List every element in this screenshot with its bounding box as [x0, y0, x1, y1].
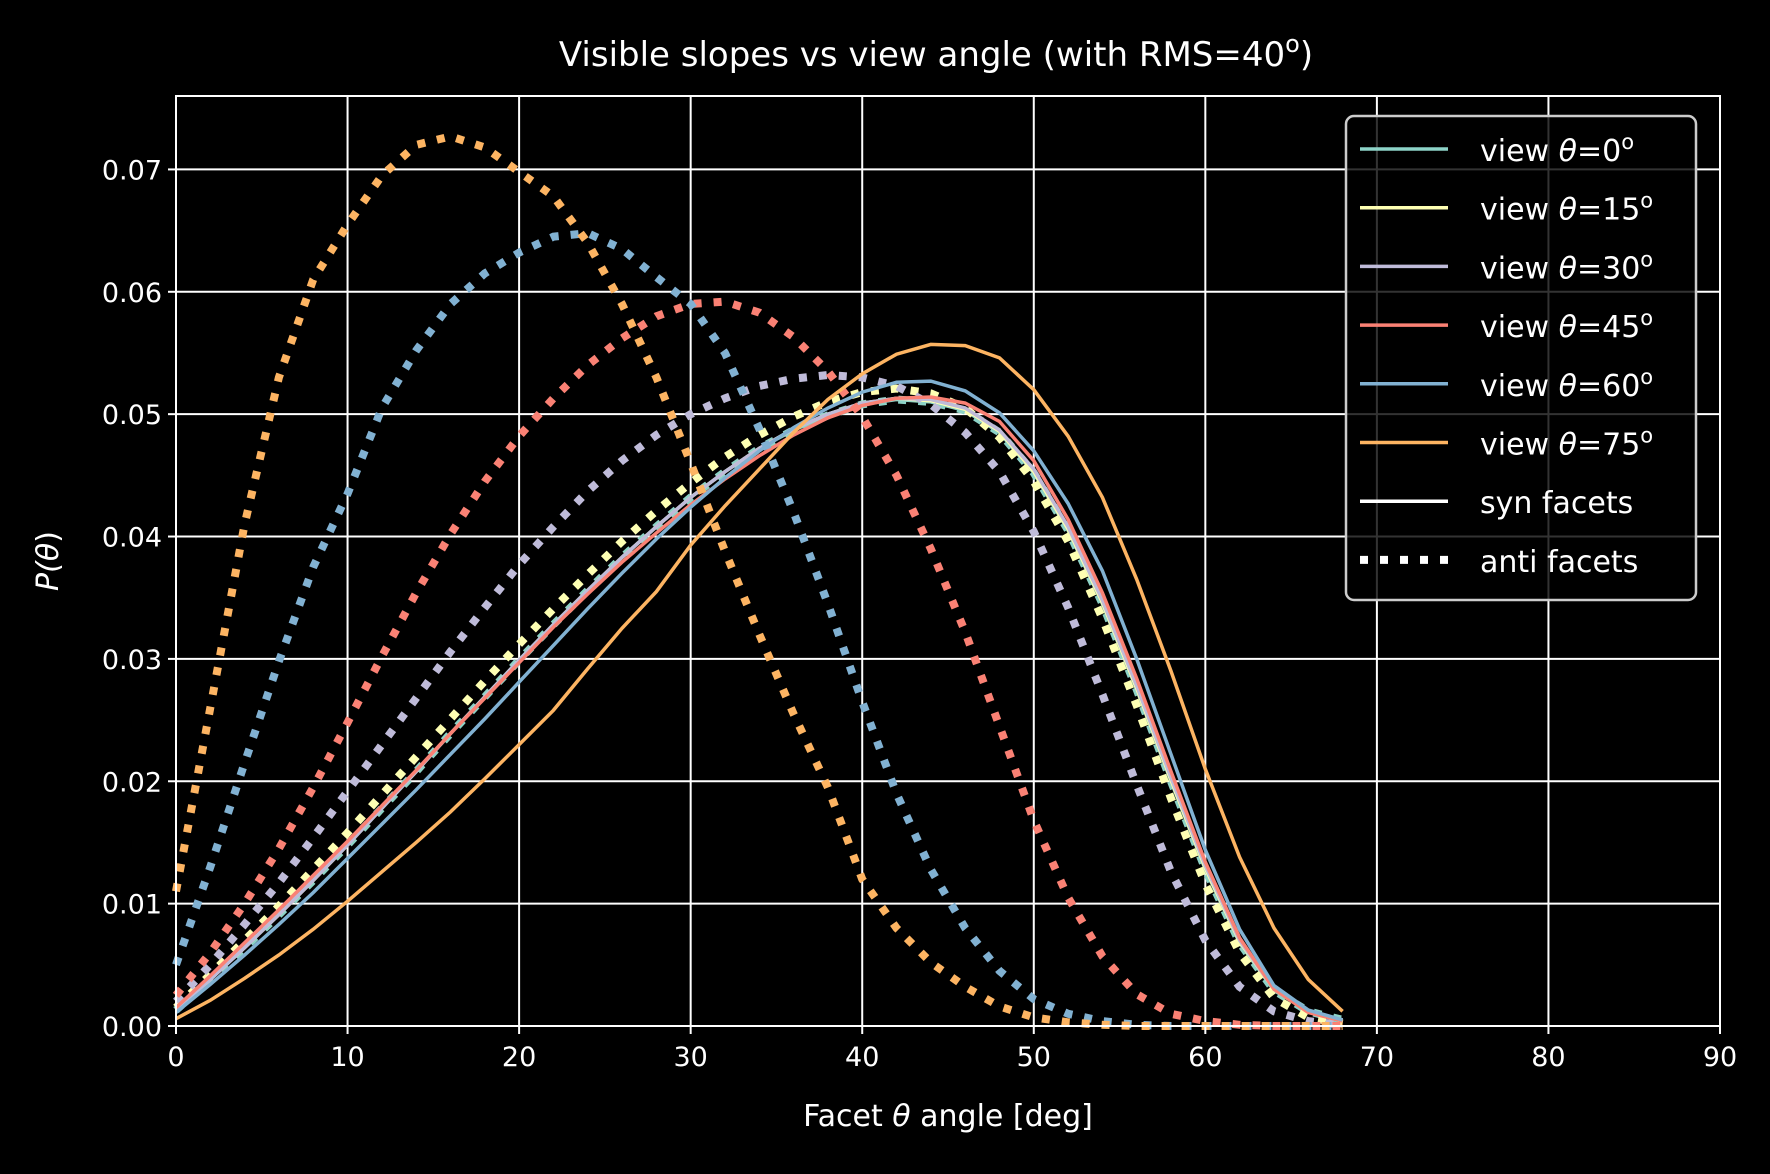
series-line-view-45-anti [172, 297, 1343, 1030]
x-tick-label: 60 [1188, 1042, 1222, 1073]
legend-label: anti facets [1480, 545, 1638, 580]
x-tick-label: 0 [167, 1042, 184, 1073]
x-tick-label: 30 [673, 1042, 707, 1073]
x-tick-label: 80 [1531, 1042, 1565, 1073]
legend-label: view θ=75o [1480, 424, 1653, 463]
y-tick-label: 0.06 [102, 278, 162, 309]
y-tick-label: 0.04 [102, 523, 162, 554]
x-axis-label: Facet θ angle [deg] [803, 1099, 1093, 1134]
series-line-view-75-syn [175, 342, 1344, 1021]
legend-box [1344, 114, 1698, 602]
x-tick-label: 20 [502, 1042, 536, 1073]
axes-frame [175, 95, 1721, 1027]
y-axis-label: P(θ) [31, 531, 66, 591]
series-line-view-30-anti [173, 370, 1344, 1029]
y-tick-label: 0.07 [102, 155, 162, 186]
y-tick-label: 0.03 [102, 645, 162, 676]
x-tick-label: 50 [1017, 1042, 1051, 1073]
series-line-view-60-syn [174, 379, 1344, 1022]
legend: view θ=0o view θ=15o view θ=30o view θ=45o v… [1344, 114, 1698, 602]
y-tick-label: 0.01 [102, 890, 162, 921]
series-line-view-30-syn [174, 396, 1344, 1022]
legend-label: view θ=45o [1480, 306, 1653, 345]
x-tick-label: 40 [845, 1042, 879, 1073]
series-line-view-45-syn [174, 395, 1344, 1023]
chart-title: Visible slopes vs view angle (with RMS=4… [559, 30, 1313, 75]
legend-label: view θ=30o [1480, 247, 1653, 286]
x-tick-label: 70 [1360, 1042, 1394, 1073]
x-tick-label: 90 [1703, 1042, 1737, 1073]
legend-label: view θ=0o [1480, 130, 1634, 169]
tick-layer: 0 10 20 30 40 50 60 70 80 90 0.00 0.01 0.02 0.03 0.04 0… [102, 155, 1737, 1073]
x-tick-label: 10 [330, 1042, 364, 1073]
y-tick-label: 0.00 [102, 1012, 162, 1043]
y-tick-label: 0.02 [102, 767, 162, 798]
series-layer [172, 132, 1344, 1030]
y-tick-label: 0.05 [102, 400, 162, 431]
legend-label: view θ=60o [1480, 365, 1653, 404]
legend-label: syn facets [1480, 486, 1633, 521]
legend-label: view θ=15o [1480, 189, 1653, 228]
